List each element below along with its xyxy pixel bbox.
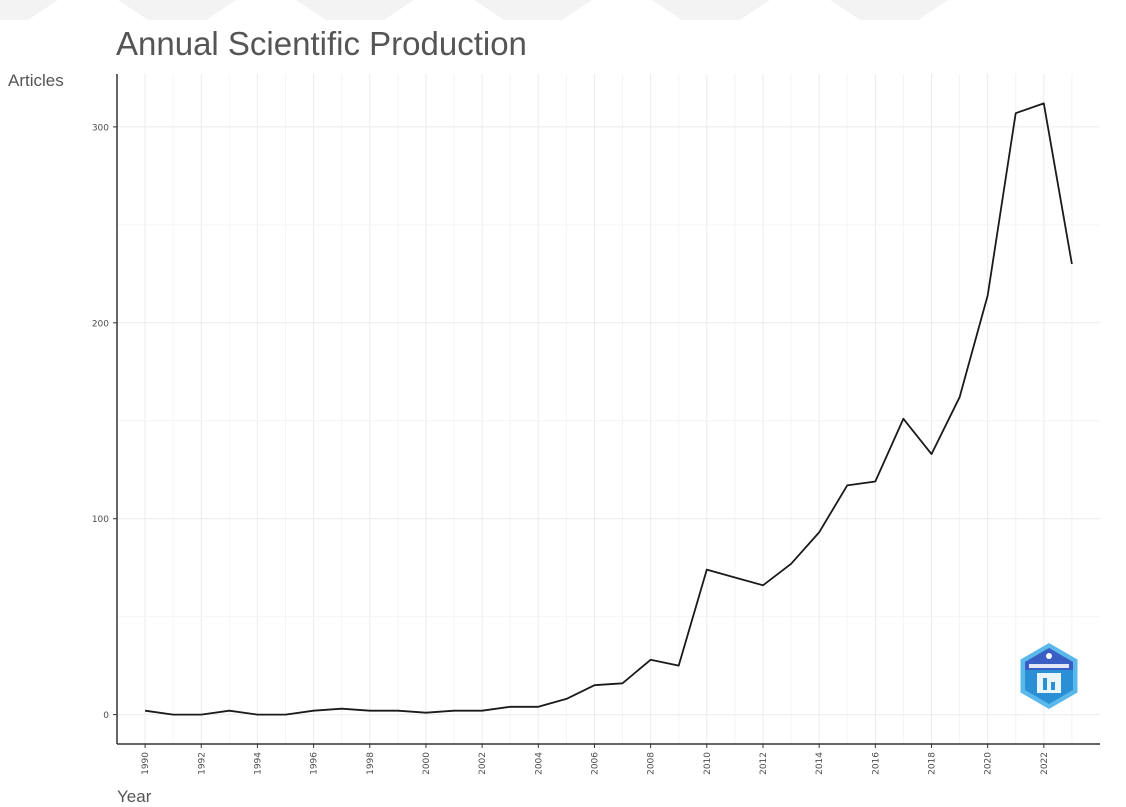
x-tick-label: 2008: [647, 752, 657, 775]
x-tick-label: 2004: [534, 752, 544, 775]
x-tick-label: 2016: [871, 752, 881, 775]
y-axis-title: Articles: [8, 71, 64, 90]
x-tick-label: 2006: [590, 752, 600, 775]
axes: [116, 74, 1100, 745]
x-tick-label: 2022: [1040, 752, 1050, 775]
x-tick-label: 2010: [703, 752, 713, 775]
x-ticks: 1990 1992 1994 1996 1998 2000 2002 2004 2006 2008…: [141, 744, 1050, 775]
x-tick-label: 2018: [927, 752, 937, 775]
grid: [117, 74, 1100, 744]
x-tick-label: 2012: [759, 752, 769, 775]
x-tick-label: 1992: [197, 752, 207, 775]
chart-title: Annual Scientific Production: [116, 25, 527, 62]
x-tick-label: 1998: [366, 752, 376, 775]
x-tick-label: 1994: [253, 752, 263, 775]
x-axis-title: Year: [117, 787, 152, 806]
x-tick-label: 2014: [815, 752, 825, 775]
x-tick-label: 2020: [984, 752, 994, 775]
articles-line: [144, 102, 1073, 716]
x-tick-label: 2002: [478, 752, 488, 775]
y-tick-label: 300: [92, 123, 109, 133]
y-tick-label: 0: [103, 711, 109, 721]
x-tick-label: 1990: [141, 752, 151, 775]
y-tick-label: 200: [92, 319, 109, 329]
bibliometrix-logo-icon: [1020, 643, 1078, 709]
series: [144, 102, 1073, 716]
x-tick-label: 1996: [310, 752, 320, 775]
x-tick-label: 2000: [422, 752, 432, 775]
top-banner-decoration: [0, 0, 948, 20]
y-ticks: 0 100 200 300: [92, 123, 117, 721]
y-tick-label: 100: [92, 515, 109, 525]
